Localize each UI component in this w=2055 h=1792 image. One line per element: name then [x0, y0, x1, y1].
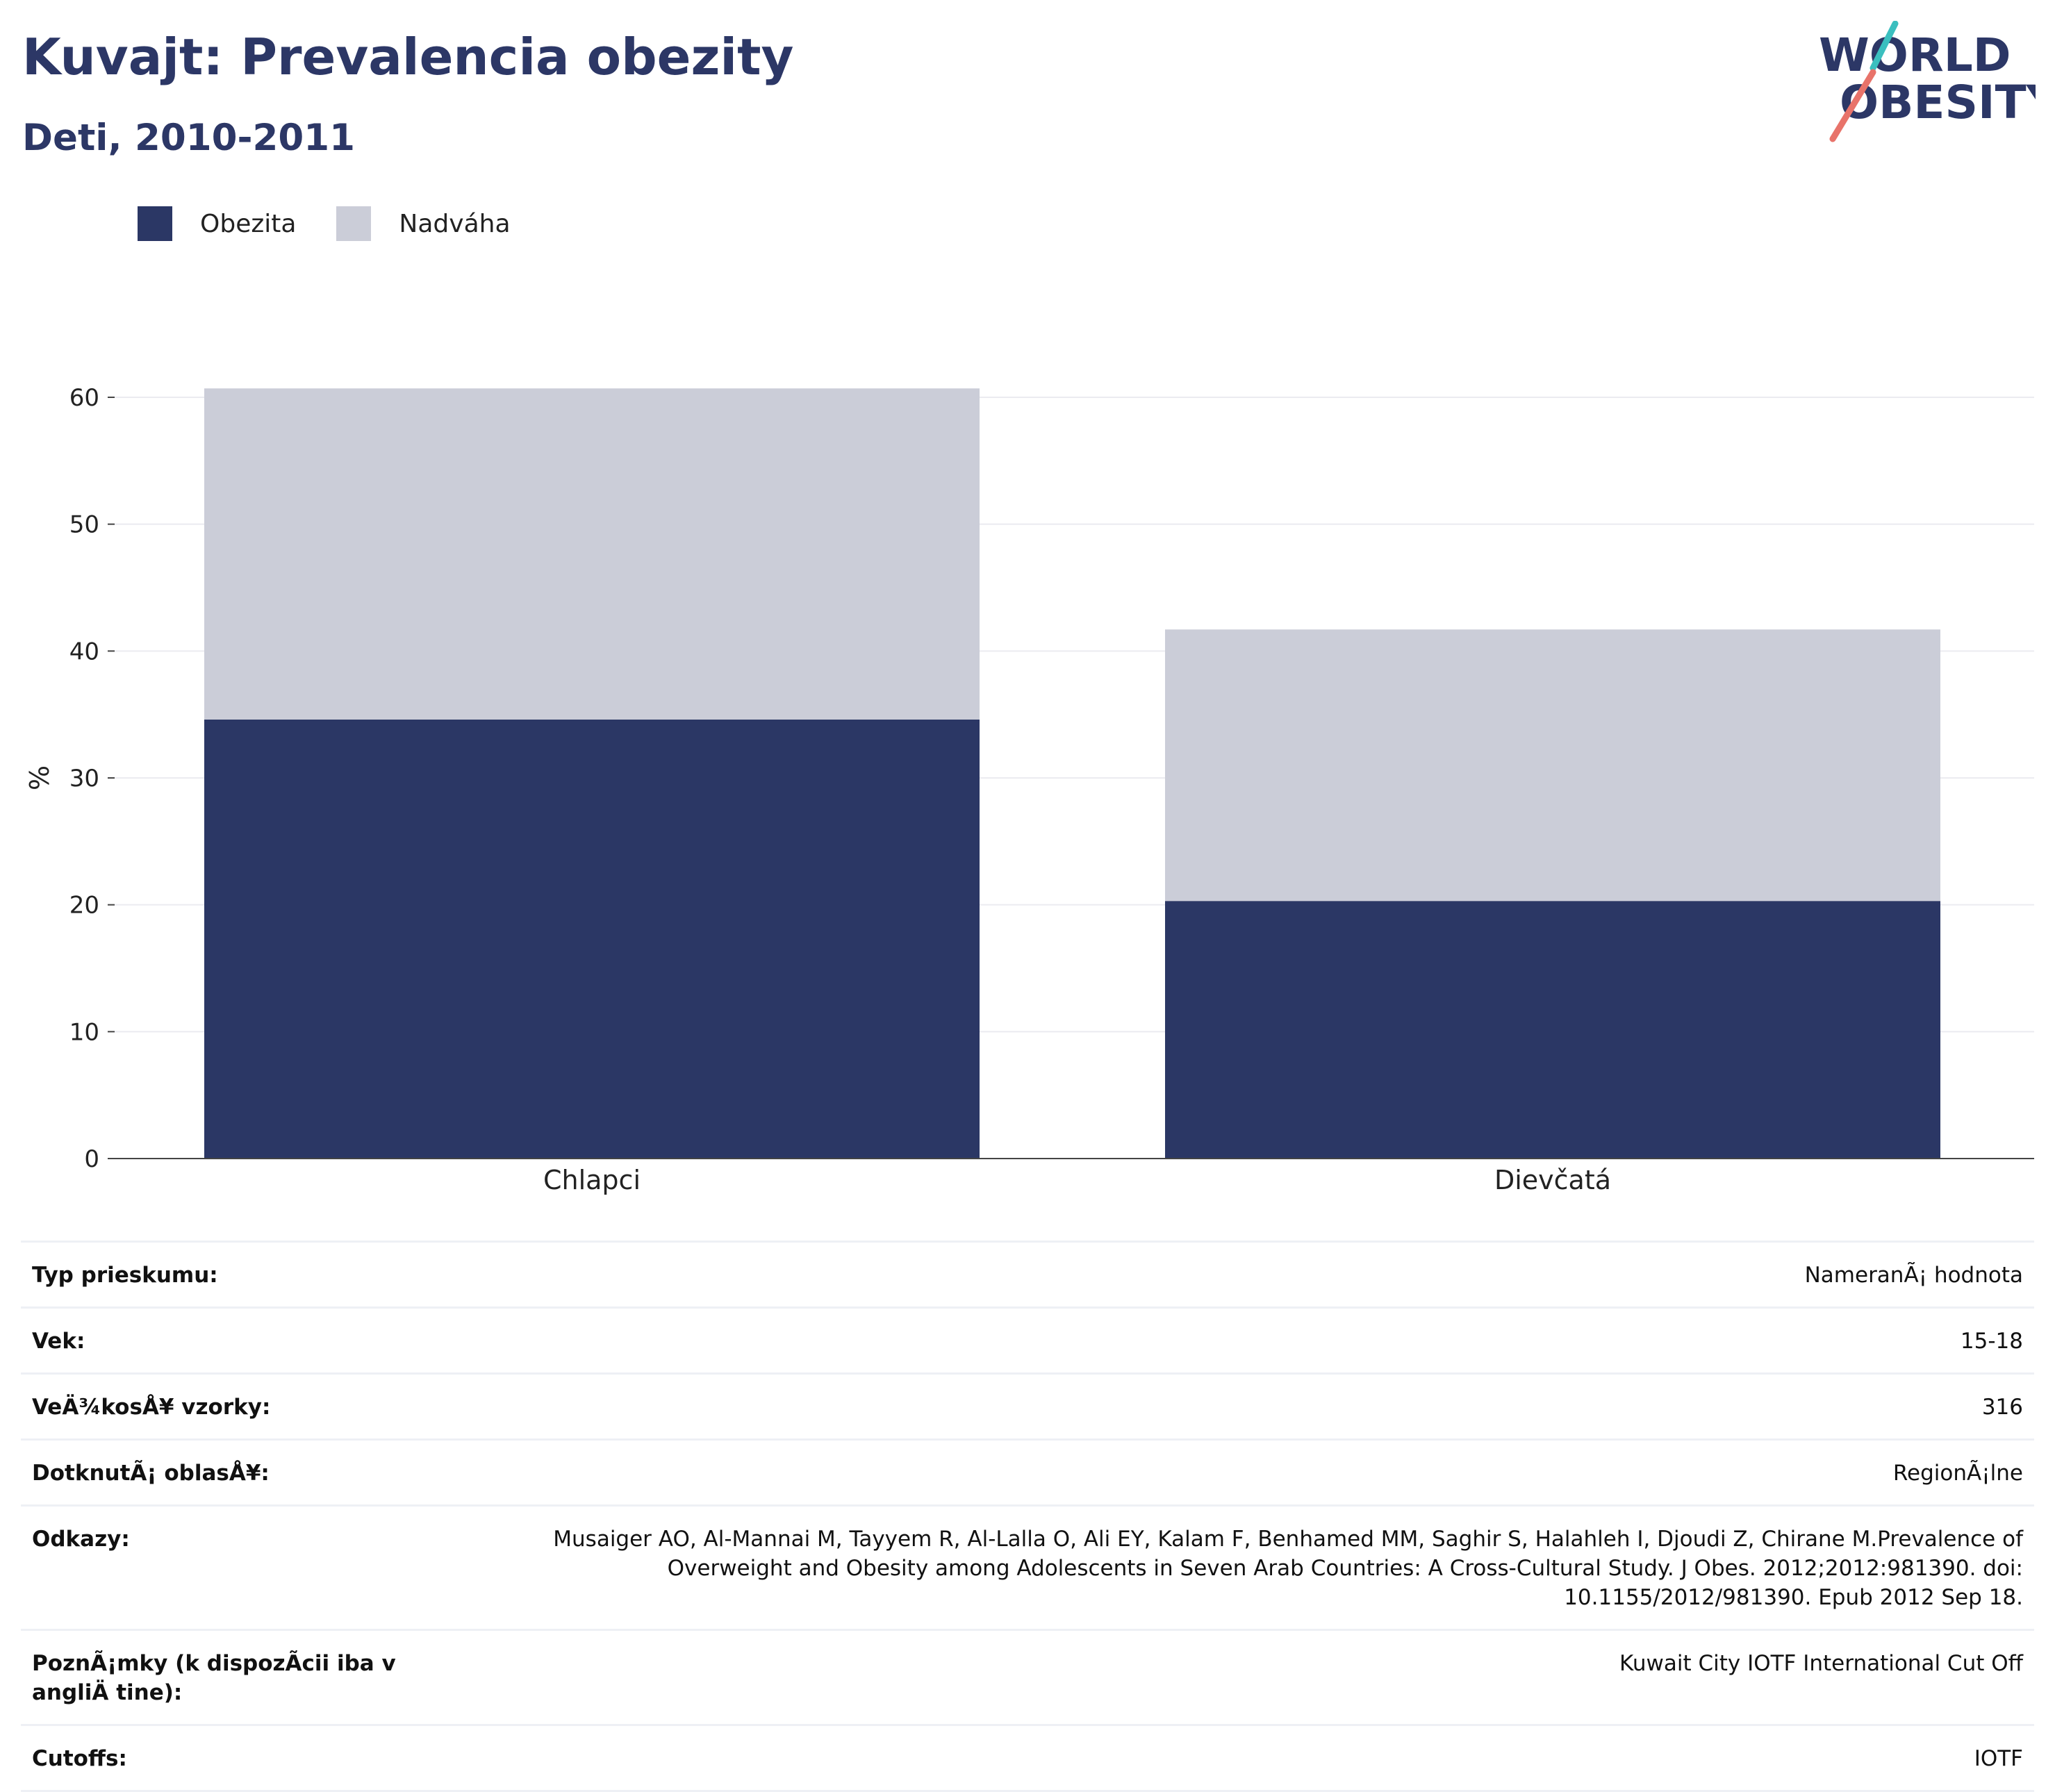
legend-swatch-overweight	[336, 206, 372, 241]
y-tick-label-20: 20	[69, 892, 99, 920]
chart-subtitle: Deti, 2010-2011	[22, 117, 356, 159]
info-row-value: RegionÃ¡lne	[1892, 1461, 2023, 1486]
x-tick-label-0: Chlapci	[543, 1165, 641, 1195]
y-tick-label-40: 40	[69, 638, 99, 665]
y-tick-label-10: 10	[69, 1018, 99, 1046]
info-row-value: 15-18	[1960, 1329, 2023, 1354]
logo-slash-coral	[1829, 69, 1876, 142]
y-tick-label-30: 30	[69, 765, 99, 793]
logo-text-obesity: OBESITY	[1840, 76, 2036, 129]
logo-text-world: WORLD	[1819, 28, 2011, 82]
y-tick-label-50: 50	[69, 511, 99, 539]
y-axis-label: %	[24, 765, 55, 790]
info-row-label: DotknutÃ¡ oblasÅ¥:	[32, 1461, 270, 1486]
world-obesity-logo: WORLD OBESITY	[1819, 21, 2036, 142]
info-row-label: VeÄ¾kosÅ¥ vzorky:	[32, 1395, 271, 1420]
info-row-label: Cutoffs:	[32, 1746, 127, 1771]
chart-title: Kuvajt: Prevalencia obezity	[22, 28, 794, 86]
info-row: PoznÃ¡mky (k dispozÃ­cii iba v angliÄ ti…	[21, 1629, 2034, 1724]
info-row-value: 316	[1981, 1395, 2023, 1420]
info-row-value: IOTF	[1974, 1746, 2023, 1771]
survey-info-table: Typ prieskumu: NameranÃ¡ hodnota Vek: 15-18…	[21, 1241, 2034, 1792]
bar-chlapci-obesity	[204, 719, 980, 1159]
chart-legend: Obezita Nadváha	[138, 206, 551, 242]
legend-item-overweight[interactable]: Nadváha	[336, 206, 511, 241]
bar-dievčatá-obesity	[1165, 901, 1940, 1159]
info-row-label: Vek:	[32, 1329, 85, 1354]
bar-dievčatá-overweight	[1165, 629, 1940, 902]
info-row: Cutoffs: IOTF	[21, 1724, 2034, 1792]
info-row-label: PoznÃ¡mky (k dispozÃ­cii iba v angliÄ ti…	[32, 1651, 396, 1705]
info-row-value: Musaiger AO, Al-Mannai M, Tayyem R, Al-L…	[553, 1527, 2023, 1610]
legend-label-obesity: Obezita	[200, 209, 297, 238]
legend-label-overweight: Nadváha	[399, 209, 511, 238]
logo-slash-teal	[1870, 21, 1899, 72]
info-row: Odkazy: Musaiger AO, Al-Mannai M, Tayyem …	[21, 1504, 2034, 1629]
legend-swatch-obesity	[138, 206, 172, 241]
info-row-value: NameranÃ¡ hodnota	[1804, 1263, 2023, 1288]
x-tick-label-1: Dievčatá	[1494, 1165, 1611, 1195]
info-row-label: Odkazy:	[32, 1527, 130, 1552]
bar-chlapci-overweight	[204, 388, 980, 720]
y-tick-label-0: 0	[84, 1145, 99, 1173]
info-row-value: Kuwait City IOTF International Cut Off	[1619, 1651, 2023, 1676]
y-tick-label-60: 60	[69, 384, 99, 412]
bar-chart: 0 10 20 30 40 50 60% Chlapci Dievčatá	[24, 384, 2034, 1195]
info-row: VeÄ¾kosÅ¥ vzorky: 316	[21, 1372, 2034, 1438]
legend-item-obesity[interactable]: Obezita	[138, 206, 296, 241]
info-row: Vek: 15-18	[21, 1306, 2034, 1372]
info-row: Typ prieskumu: NameranÃ¡ hodnota	[21, 1241, 2034, 1306]
info-row-label: Typ prieskumu:	[32, 1263, 218, 1288]
info-row: DotknutÃ¡ oblasÅ¥: RegionÃ¡lne	[21, 1438, 2034, 1504]
